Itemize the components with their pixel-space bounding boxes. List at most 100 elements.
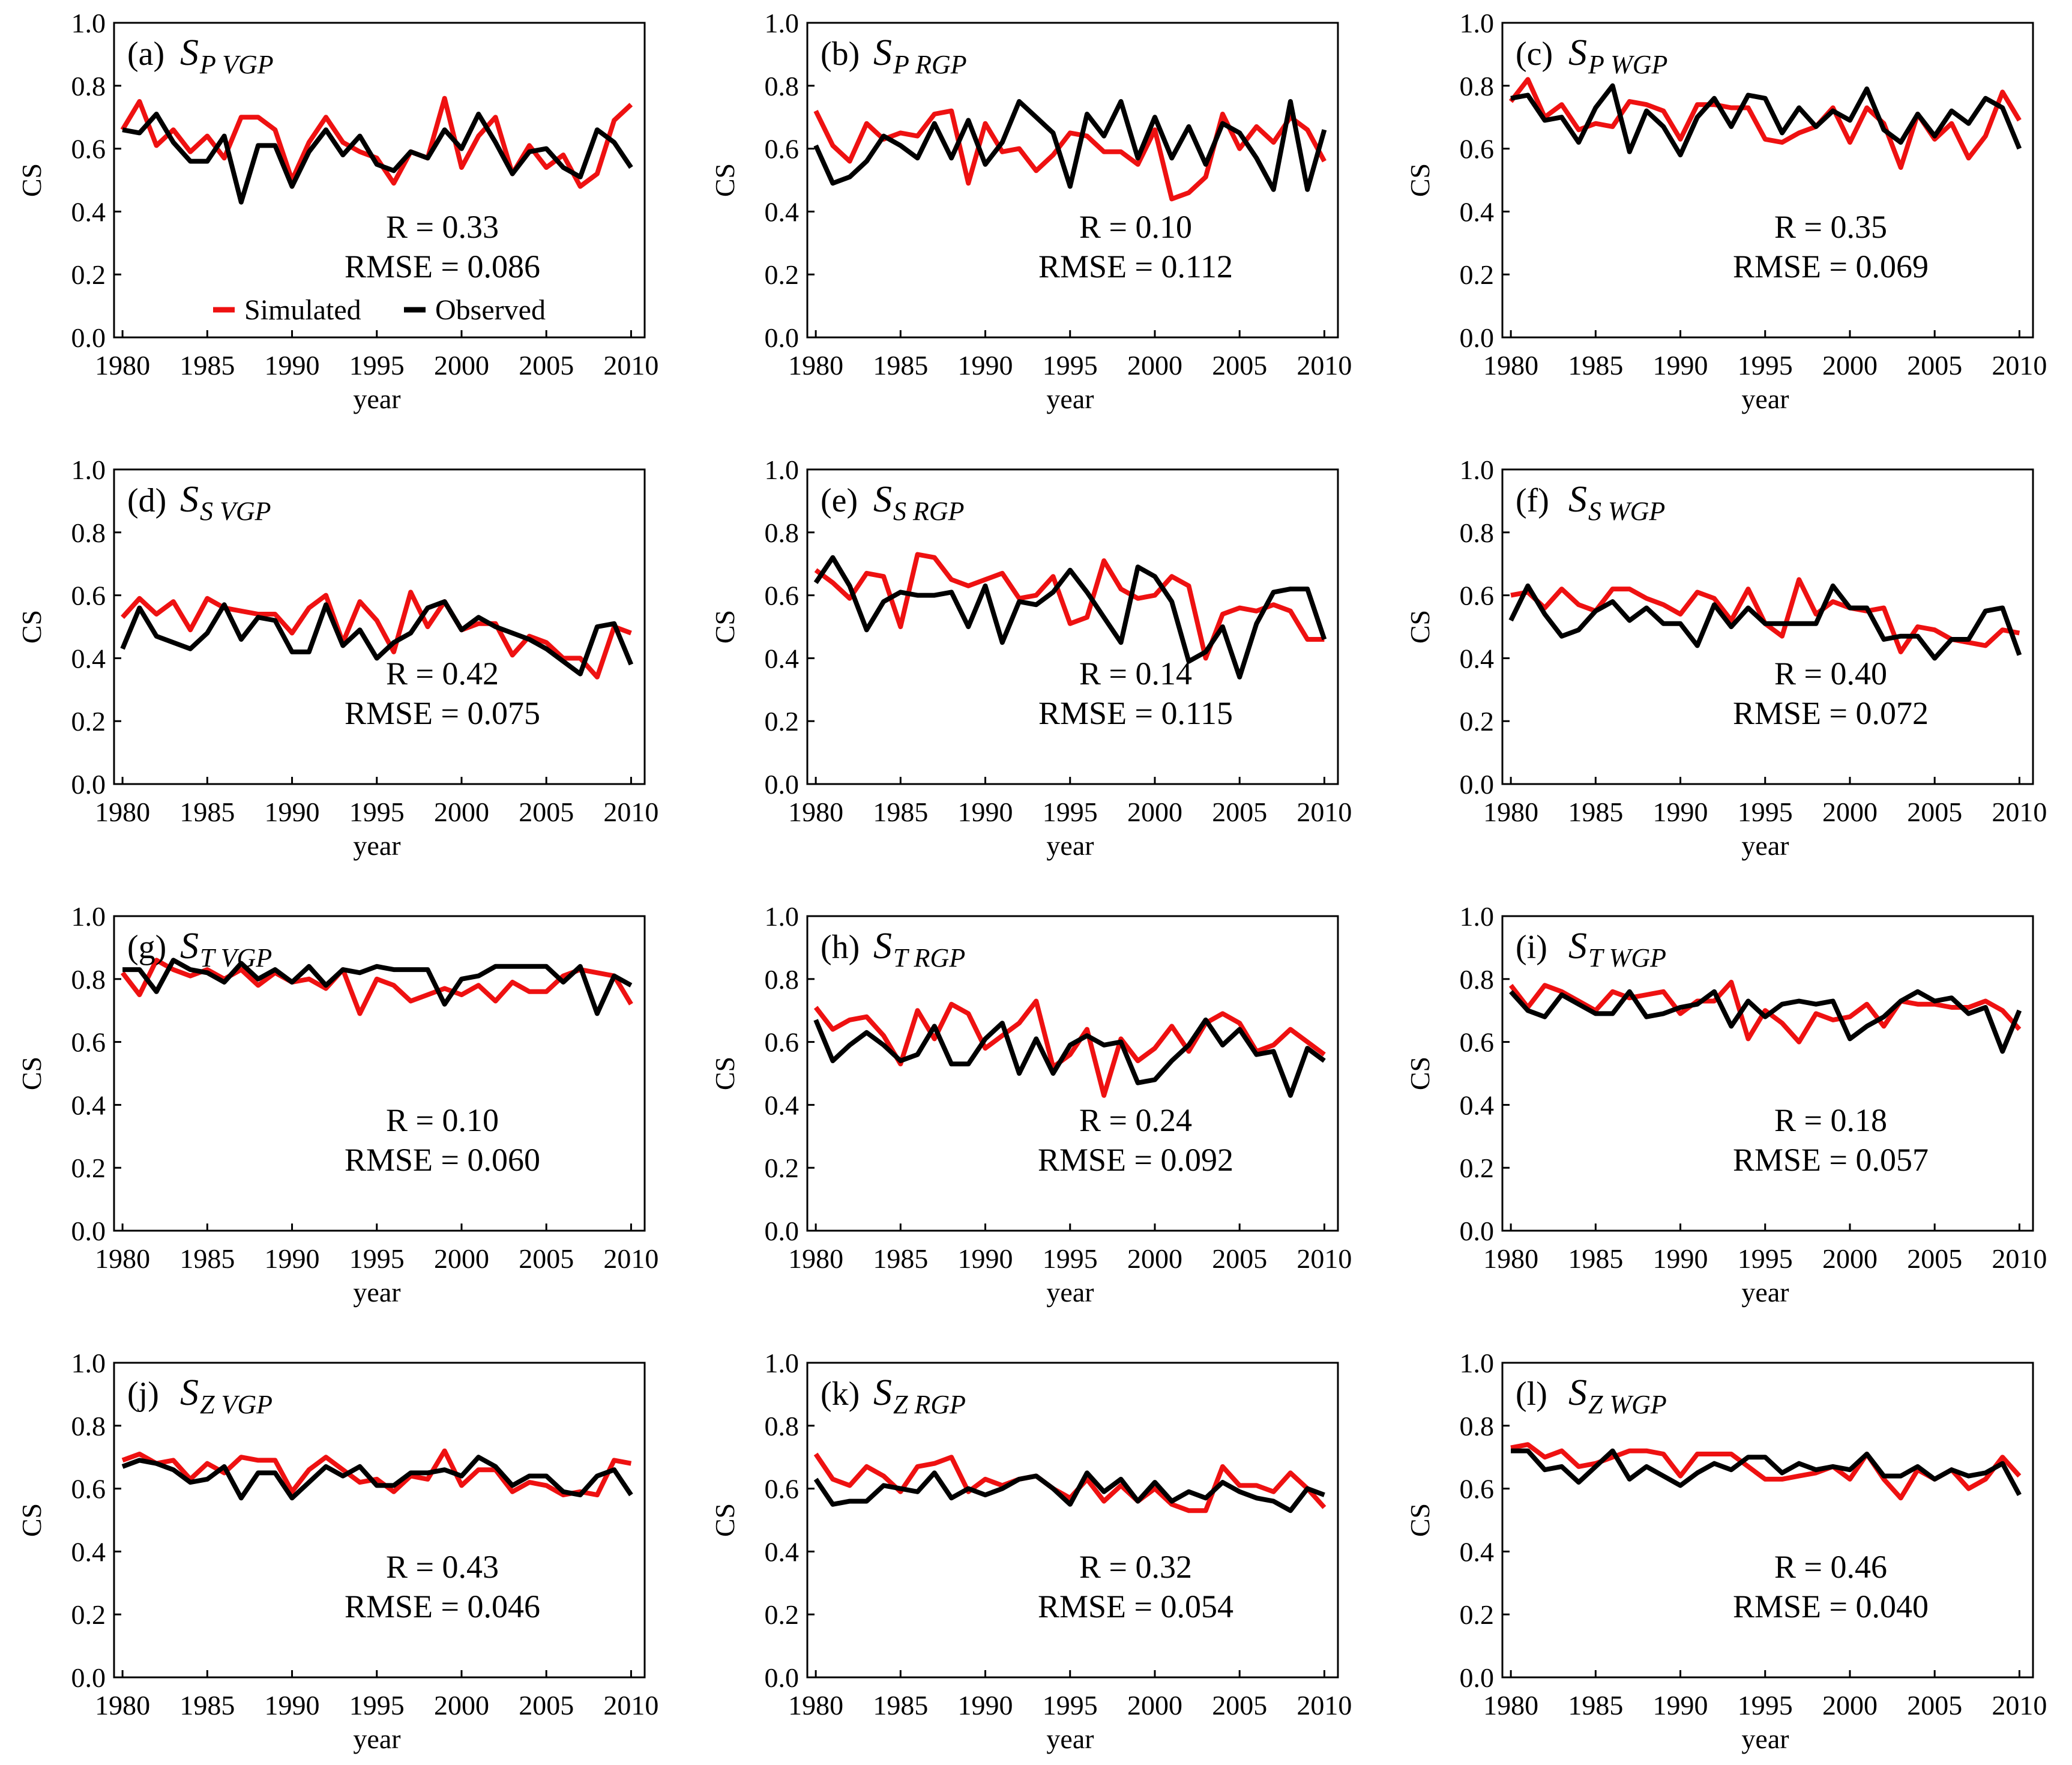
x-tick-label: 1990 (265, 797, 320, 827)
y-tick-label: 0.8 (1460, 964, 1495, 995)
plot-frame (1501, 915, 2034, 1232)
series-title: ST RGP (873, 926, 965, 973)
y-tick-label: 0.8 (1460, 1411, 1495, 1441)
x-tick-label: 1995 (1738, 350, 1793, 381)
x-tick-label: 1985 (179, 1690, 235, 1721)
y-tick-label: 0.0 (1460, 322, 1495, 353)
x-tick-label: 2000 (1822, 797, 1878, 827)
x-tick-label: 1985 (179, 797, 235, 827)
series-title: SZ VGP (180, 1372, 273, 1419)
x-tick-label: 1980 (788, 1690, 843, 1721)
x-tick-label: 2005 (1212, 797, 1267, 827)
y-tick-label: 0.4 (71, 1536, 106, 1567)
panel-k: 0.0 0.2 0.4 0.6 0.8 1.0 1980 1985 1990 1995 2000 20… (709, 1348, 1352, 1754)
series-subscript: Z RGP (893, 1390, 966, 1419)
x-axis-label: year (1741, 1277, 1789, 1308)
y-tick-label: 0.6 (765, 1027, 800, 1058)
rmse-value: RMSE = 0.060 (345, 1142, 540, 1178)
y-tick-label: 0.4 (1460, 196, 1495, 227)
x-axis-label: year (1046, 830, 1094, 861)
plot-frame (806, 915, 1339, 1232)
series-title: ST WGP (1568, 926, 1666, 973)
y-tick-label: 0.0 (71, 1662, 106, 1693)
y-tick-label: 1.0 (71, 1348, 106, 1378)
panel-f: 0.0 0.2 0.4 0.6 0.8 1.0 1980 1985 1990 1995 2000 20… (1405, 454, 2047, 861)
rmse-value: RMSE = 0.040 (1733, 1588, 1929, 1625)
x-axis-label: year (1741, 1724, 1789, 1754)
observed-series-line (813, 1470, 1325, 1513)
series-title: ST VGP (180, 926, 272, 973)
y-axis-label: CS (1405, 1057, 1435, 1090)
y-tick-label: 0.0 (765, 769, 800, 800)
y-tick-label: 0.8 (71, 1411, 106, 1441)
observed-series-line (1508, 583, 2022, 661)
y-tick-label: 0.8 (765, 964, 800, 995)
plot-frame (113, 468, 646, 785)
y-axis-label: CS (709, 610, 740, 644)
series-title: SP RGP (873, 32, 967, 79)
legend-label-observed: Observed (435, 294, 546, 326)
y-tick-label: 0.4 (765, 1536, 800, 1567)
x-tick-label: 2000 (434, 797, 489, 827)
x-tick-label: 2010 (1992, 797, 2047, 827)
y-tick-label: 0.8 (765, 1411, 800, 1441)
x-axis-label: year (353, 830, 400, 861)
x-tick-label: 2010 (1992, 350, 2047, 381)
x-tick-label: 1995 (1738, 1690, 1793, 1721)
plot-frame (1501, 1362, 2034, 1679)
y-tick-label: 0.0 (71, 322, 106, 353)
x-tick-label: 2010 (1992, 1690, 2047, 1721)
panel-label: (e) (821, 482, 858, 519)
y-axis-label: CS (709, 1503, 740, 1537)
rmse-value: RMSE = 0.086 (345, 249, 540, 285)
panel-label: (k) (821, 1375, 860, 1413)
y-tick-label: 0.6 (765, 134, 800, 164)
x-tick-label: 1995 (1043, 1690, 1098, 1721)
rmse-value: RMSE = 0.054 (1038, 1588, 1233, 1625)
y-tick-label: 0.0 (765, 1662, 800, 1693)
y-tick-label: 1.0 (71, 901, 106, 932)
x-tick-label: 1990 (1653, 797, 1708, 827)
r-value: R = 0.10 (1079, 209, 1192, 245)
y-axis-label: CS (1405, 163, 1435, 197)
y-tick-label: 0.2 (1460, 259, 1495, 290)
x-tick-label: 1985 (179, 1243, 235, 1274)
panel-label: (i) (1516, 929, 1547, 966)
x-tick-label: 1990 (265, 1243, 320, 1274)
y-tick-label: 0.2 (71, 706, 106, 737)
panel-i: 0.0 0.2 0.4 0.6 0.8 1.0 1980 1985 1990 1995 2000 20… (1405, 901, 2047, 1308)
y-tick-label: 0.4 (765, 1090, 800, 1120)
series-subscript: T WGP (1588, 943, 1666, 973)
x-tick-label: 1985 (873, 350, 928, 381)
series-symbol: S (180, 32, 199, 73)
panel-label: (a) (127, 35, 164, 73)
y-tick-label: 0.2 (765, 706, 800, 737)
x-tick-label: 1990 (958, 350, 1013, 381)
x-tick-label: 2010 (603, 350, 658, 381)
y-tick-label: 1.0 (1460, 1348, 1495, 1378)
plot-frame (1501, 22, 2034, 339)
y-tick-label: 1.0 (765, 901, 800, 932)
series-title: SZ RGP (873, 1372, 966, 1419)
y-tick-label: 1.0 (71, 454, 106, 485)
panel-label: (d) (127, 482, 166, 519)
x-tick-label: 2010 (1297, 797, 1352, 827)
observed-series-line (1511, 1448, 2022, 1496)
simulated-series-line (1510, 577, 2020, 654)
series-subscript: T VGP (200, 943, 272, 973)
x-tick-label: 2000 (1127, 350, 1182, 381)
x-tick-label: 2005 (1212, 1243, 1267, 1274)
x-tick-label: 2005 (1212, 350, 1267, 381)
x-tick-label: 1995 (349, 1243, 405, 1274)
y-tick-label: 0.6 (765, 581, 800, 611)
y-tick-label: 0.6 (71, 1027, 106, 1058)
y-tick-label: 0.4 (765, 196, 800, 227)
plot-frame (1501, 468, 2034, 785)
legend: Simulated Observed (213, 294, 546, 326)
panel-c: 0.0 0.2 0.4 0.6 0.8 1.0 1980 1985 1990 1995 2000 20… (1405, 8, 2047, 414)
y-tick-label: 0.6 (1460, 581, 1495, 611)
y-tick-label: 0.6 (71, 581, 106, 611)
x-tick-label: 1980 (1483, 1690, 1538, 1721)
rmse-value: RMSE = 0.115 (1038, 695, 1233, 731)
y-tick-label: 1.0 (765, 454, 800, 485)
